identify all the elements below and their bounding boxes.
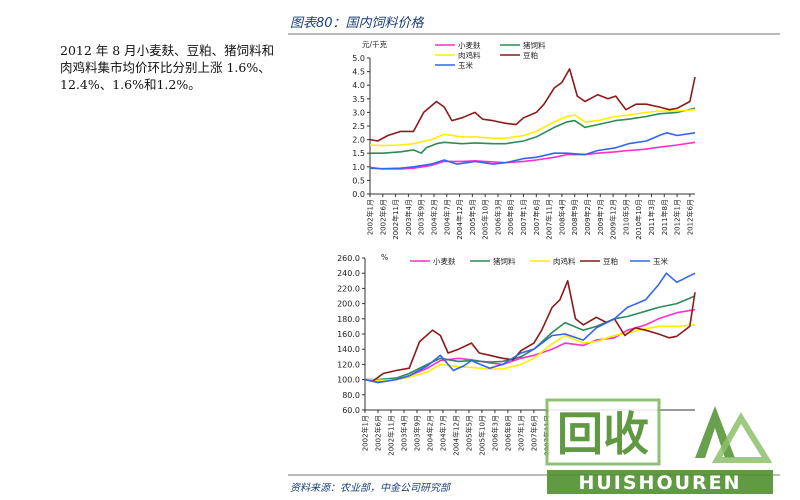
y-tick-label: 2.5 — [352, 122, 365, 131]
x-tick-label: 2004年12月 — [451, 415, 460, 456]
x-tick-label: 2002年11月 — [391, 199, 400, 240]
x-tick-label: 2008年9月 — [570, 199, 579, 235]
series-line-4 — [364, 272, 696, 384]
x-tick-label: 2005年5月 — [464, 415, 473, 451]
x-tick-label: 2007年6月 — [532, 199, 541, 235]
y-tick-label: 4.5 — [352, 68, 365, 77]
y-tick-label: 0.5 — [352, 176, 365, 185]
x-tick-label: 2007年6月 — [529, 415, 538, 451]
legend-label: 玉米 — [653, 256, 668, 266]
x-tick-label: 2004年7月 — [442, 199, 451, 235]
chart-feed-price: 0.0 0.5 1.0 1.5 2.0 2.5 3.0 3.5 4.0 4.5 5.0 元/千克 200… — [352, 39, 696, 240]
watermark-logo: 回收 HUISHOUREN — [545, 398, 773, 494]
x-tick-label: 2003年4月 — [404, 199, 413, 235]
y-tick-label: 220.0 — [337, 284, 360, 293]
series-line-2 — [364, 324, 696, 382]
x-tick-label: 2006年3月 — [493, 199, 502, 235]
y-tick-label: 140.0 — [337, 345, 360, 354]
x-tick-label: 2006年8月 — [503, 415, 512, 451]
legend-label: 小麦麸 — [458, 40, 481, 50]
x-tick-label: 2003年9月 — [412, 415, 421, 451]
series-line-1 — [370, 107, 696, 154]
x-tick-label: 2003年9月 — [417, 199, 426, 235]
y-tick-label: 60.0 — [342, 406, 360, 415]
y-tick-label: 80.0 — [342, 391, 360, 400]
y-tick-label: 260.0 — [337, 254, 360, 263]
bottom-divider — [288, 474, 780, 476]
series-line-3 — [364, 279, 696, 382]
series-line-2 — [369, 108, 696, 147]
x-tick-label: 2012年1月 — [673, 199, 682, 235]
y-tick-label: 1.0 — [352, 163, 365, 172]
figure-title: 图表80：国内饲料价格 — [290, 16, 424, 31]
y-tick-label: 5.0 — [352, 54, 365, 63]
x-tick-label: 2006年8月 — [506, 199, 515, 235]
x-tick-label: 2004年2月 — [429, 199, 438, 235]
y-tick-label: 2.0 — [352, 136, 365, 145]
y-tick-label: 0.0 — [352, 190, 365, 199]
x-tick-label: 2009年7月 — [596, 199, 605, 235]
legend-label: 猪饲料 — [493, 256, 516, 266]
y-tick-label: 100.0 — [337, 376, 360, 385]
y-tick-label: 120.0 — [337, 360, 360, 369]
x-tick-label: 2007年1月 — [516, 415, 525, 451]
x-tick-label: 2007年11月 — [545, 199, 554, 240]
x-tick-label: 2005年5月 — [468, 199, 477, 235]
legend-label: 小麦麸 — [433, 256, 456, 266]
y-axis-label: % — [381, 253, 388, 262]
top-divider — [288, 33, 780, 35]
y-tick-label: 3.5 — [352, 95, 365, 104]
x-tick-label: 2005年10月 — [481, 199, 490, 240]
summary-note: 2012 年 8 月小麦麸、豆粕、猪饲料和肉鸡料集市均价环比分别上涨 1.6%、… — [60, 43, 275, 92]
series-line-1 — [365, 295, 696, 381]
x-tick-label: 2011年8月 — [660, 199, 669, 235]
series-line-0 — [369, 141, 696, 170]
legend-label: 猪饲料 — [523, 40, 546, 50]
x-tick-label: 2011年3月 — [647, 199, 656, 235]
x-tick-label: 2012年6月 — [685, 199, 694, 235]
x-tick-label: 2002年1月 — [366, 199, 375, 235]
legend-label: 肉鸡料 — [458, 50, 481, 60]
x-tick-label: 2002年1月 — [361, 415, 370, 451]
legend-label: 豆粕 — [603, 256, 618, 266]
legend-label: 玉米 — [458, 60, 473, 70]
x-tick-label: 2007年1月 — [519, 199, 528, 235]
x-tick-label: 2006年3月 — [490, 415, 499, 451]
x-tick-label: 2009年2月 — [583, 199, 592, 235]
watermark-main-text: 回收 — [557, 407, 649, 461]
x-tick-label: 2004年2月 — [425, 415, 434, 451]
y-tick-label: 4.0 — [352, 81, 365, 90]
series-line-3 — [369, 68, 696, 142]
y-tick-label: 3.0 — [352, 108, 365, 117]
legend-label: 豆粕 — [523, 50, 538, 60]
x-tick-label: 2004年7月 — [438, 415, 447, 451]
x-tick-label: 2005年10月 — [477, 415, 486, 456]
x-tick-label: 2002年6月 — [373, 415, 382, 451]
x-tick-label: 2002年6月 — [378, 199, 387, 235]
y-axis-label: 元/千克 — [362, 39, 388, 49]
x-tick-label: 2010年10月 — [634, 199, 643, 240]
y-tick-label: 180.0 — [337, 315, 360, 324]
x-tick-label: 2002年11月 — [386, 415, 395, 456]
source-note: 资料来源：农业部，中金公司研究部 — [290, 483, 450, 494]
legend-label: 肉鸡料 — [553, 256, 576, 266]
x-tick-label: 2003年4月 — [399, 415, 408, 451]
x-tick-label: 2009年12月 — [609, 199, 618, 240]
y-tick-label: 160.0 — [337, 330, 360, 339]
series-line-4 — [369, 132, 696, 170]
y-tick-label: 1.5 — [352, 149, 365, 158]
x-tick-label: 2004年12月 — [455, 199, 464, 240]
y-tick-label: 200.0 — [337, 300, 360, 309]
watermark-sub-text: HUISHOUREN — [578, 472, 741, 494]
y-tick-label: 240.0 — [337, 269, 360, 278]
x-tick-label: 2008年4月 — [557, 199, 566, 235]
x-tick-label: 2010年5月 — [621, 199, 630, 235]
